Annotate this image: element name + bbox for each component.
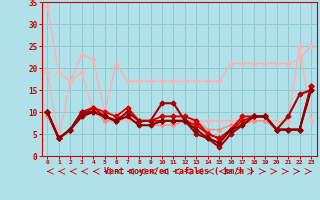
X-axis label: Vent moyen/en rafales ( km/h ): Vent moyen/en rafales ( km/h ) — [104, 167, 254, 176]
